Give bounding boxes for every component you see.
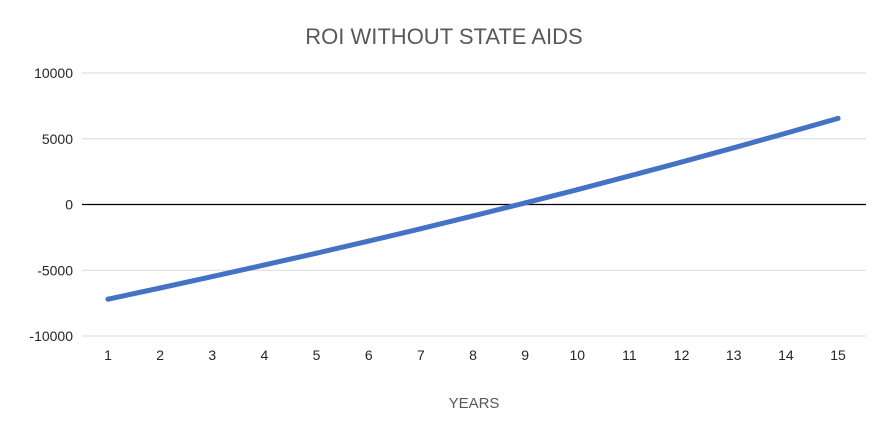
x-tick-label: 11 <box>622 347 637 363</box>
x-tick-label: 8 <box>469 347 477 363</box>
x-tick-label: 2 <box>156 347 164 363</box>
series-layer <box>105 115 841 302</box>
chart-title: ROI WITHOUT STATE AIDS <box>305 24 582 49</box>
roi-data-point <box>679 159 685 165</box>
x-axis-tick-labels: 1 2 3 4 5 6 7 8 9 10 11 12 13 14 15 <box>104 347 846 363</box>
roi-data-point <box>314 250 320 256</box>
roi-data-point <box>157 285 163 291</box>
y-tick-label: 5000 <box>42 131 73 147</box>
roi-data-point <box>574 187 580 193</box>
x-tick-label: 4 <box>261 347 269 363</box>
roi-data-point <box>835 115 841 121</box>
x-tick-label: 7 <box>417 347 425 363</box>
gridlines <box>82 72 866 337</box>
x-tick-label: 5 <box>313 347 321 363</box>
y-tick-label: -10000 <box>29 328 73 344</box>
x-tick-label: 13 <box>726 347 742 363</box>
roi-data-point <box>261 262 267 268</box>
x-tick-label: 6 <box>365 347 373 363</box>
x-axis-title: YEARS <box>449 395 500 412</box>
x-tick-label: 10 <box>569 347 585 363</box>
x-tick-label: 14 <box>778 347 794 363</box>
roi-series-line <box>105 115 841 302</box>
y-axis-tick-labels: 10000 5000 0 -5000 -10000 <box>29 65 73 344</box>
roi-data-point <box>418 226 424 232</box>
roi-data-point <box>626 173 632 179</box>
roi-data-point <box>783 130 789 136</box>
roi-data-point <box>366 238 372 244</box>
roi-data-point <box>209 274 215 280</box>
y-tick-label: 0 <box>65 197 73 213</box>
x-tick-label: 15 <box>830 347 846 363</box>
x-tick-label: 9 <box>521 347 529 363</box>
roi-data-point <box>731 145 737 151</box>
roi-data-point <box>470 213 476 219</box>
x-tick-label: 1 <box>104 347 112 363</box>
y-tick-label: 10000 <box>34 65 73 81</box>
roi-data-point <box>105 296 111 302</box>
roi-data-point <box>522 200 528 206</box>
x-tick-label: 3 <box>208 347 216 363</box>
x-tick-label: 12 <box>674 347 690 363</box>
y-tick-label: -5000 <box>37 262 73 278</box>
